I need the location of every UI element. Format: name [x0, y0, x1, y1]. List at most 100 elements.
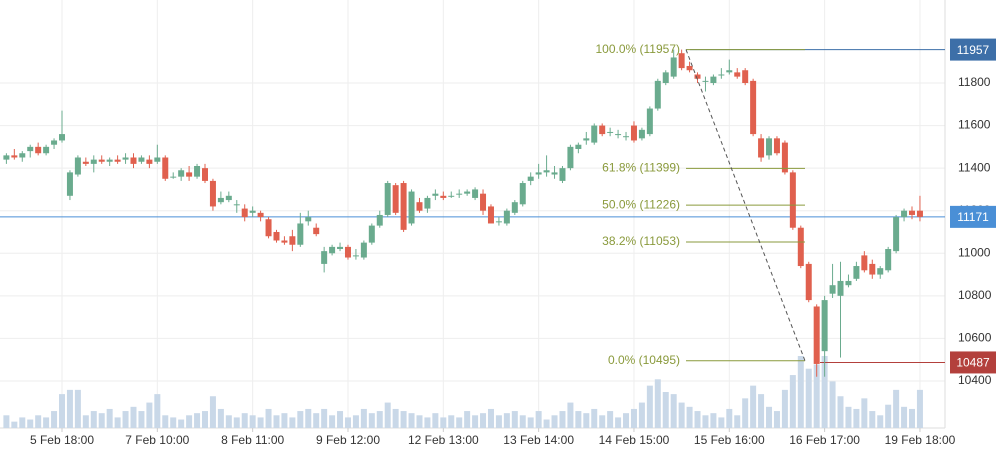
- candle-body: [901, 210, 908, 218]
- candle-body: [114, 159, 121, 162]
- y-tick-label: 10400: [958, 373, 992, 387]
- volume-bar: [837, 396, 844, 428]
- candle-body: [543, 170, 550, 173]
- volume-bar: [615, 417, 622, 428]
- candle-body: [781, 142, 788, 173]
- candle-body: [551, 172, 558, 175]
- volume-bar: [893, 389, 900, 428]
- candle-body: [718, 74, 725, 76]
- candle-body: [440, 195, 447, 198]
- candle-body: [59, 134, 65, 141]
- candle-body: [487, 206, 494, 224]
- volume-bar: [885, 404, 892, 428]
- volume-bar: [130, 406, 137, 428]
- volume-bar: [678, 402, 685, 428]
- volume-bar: [66, 389, 73, 428]
- volume-bar: [694, 411, 701, 428]
- volume-bar: [321, 408, 328, 428]
- volume-bar: [408, 413, 415, 428]
- volume-bar: [726, 408, 733, 428]
- candle-body: [861, 255, 868, 271]
- candle-body: [106, 159, 113, 162]
- volume-bar: [59, 394, 65, 428]
- volume-bar: [51, 411, 58, 428]
- y-tick-label: 10800: [958, 288, 992, 302]
- volume-bar: [201, 411, 208, 428]
- candle-body: [249, 210, 256, 213]
- candle-body: [630, 125, 637, 141]
- volume-bar: [734, 415, 741, 428]
- x-tick-label: 16 Feb 17:00: [789, 433, 860, 447]
- candle-body: [797, 227, 804, 267]
- candle-body: [122, 157, 129, 160]
- candle-body: [130, 157, 137, 164]
- volume-bar: [599, 415, 606, 428]
- candle-body: [511, 202, 518, 213]
- candle-body: [662, 72, 669, 84]
- candle-body: [241, 208, 248, 218]
- volume-bar: [575, 411, 582, 428]
- volume-bar: [758, 394, 765, 428]
- price-label: 11957: [957, 43, 990, 57]
- y-tick-label: 11800: [958, 75, 991, 89]
- candle-body: [734, 72, 741, 77]
- x-tick-label: 12 Feb 13:00: [408, 433, 479, 447]
- volume-bar: [178, 419, 185, 428]
- volume-bar: [11, 421, 18, 428]
- volume-bar: [448, 415, 455, 428]
- candle-body: [368, 225, 375, 243]
- volume-bar: [305, 408, 312, 428]
- price-label: 10487: [956, 356, 990, 370]
- volume-bar: [591, 408, 598, 428]
- volume-bar: [400, 411, 407, 428]
- volume-bar: [607, 411, 614, 428]
- candle-body: [710, 76, 717, 84]
- volume-bar: [909, 408, 916, 428]
- candle-body: [194, 166, 201, 177]
- volume-bar: [154, 394, 161, 428]
- candle-body: [670, 57, 677, 77]
- volume-bar: [344, 417, 351, 428]
- volume-bar: [265, 408, 272, 428]
- candle-body: [416, 202, 423, 211]
- candle-body: [408, 191, 415, 224]
- candle-body: [74, 157, 81, 175]
- volume-bar: [630, 408, 637, 428]
- candle-body: [773, 138, 780, 154]
- candle-body: [265, 219, 272, 237]
- volume-bar: [281, 413, 288, 428]
- volume-bar: [74, 389, 81, 428]
- volume-bar: [480, 413, 487, 428]
- volume-bar: [43, 417, 50, 428]
- candle-body: [178, 170, 185, 177]
- candle-body: [392, 185, 399, 213]
- candle-body: [750, 80, 757, 135]
- candle-body: [19, 153, 26, 158]
- volume-bar: [750, 385, 757, 428]
- candle-body: [3, 155, 10, 160]
- volume-bar: [162, 415, 169, 428]
- volume-bar: [797, 356, 804, 428]
- candle-body: [829, 285, 836, 294]
- candle-body: [678, 53, 685, 69]
- volume-bar: [360, 408, 367, 428]
- candle-body: [638, 129, 645, 139]
- volume-bar: [186, 415, 193, 428]
- volume-bar: [766, 406, 773, 428]
- x-tick-label: 14 Feb 15:00: [599, 433, 670, 447]
- candle-body: [909, 210, 916, 215]
- y-tick-label: 11600: [958, 118, 991, 132]
- candle-body: [607, 131, 614, 133]
- candle-body: [495, 221, 502, 223]
- price-label: 11171: [957, 210, 989, 224]
- candle-body: [98, 159, 105, 162]
- volume-bar: [35, 415, 42, 428]
- candle-body: [567, 146, 574, 169]
- volume-bar: [551, 415, 558, 428]
- volume-bar: [352, 415, 359, 428]
- volume-bar: [392, 408, 399, 428]
- candle-body: [35, 146, 42, 154]
- volume-bar: [567, 402, 574, 428]
